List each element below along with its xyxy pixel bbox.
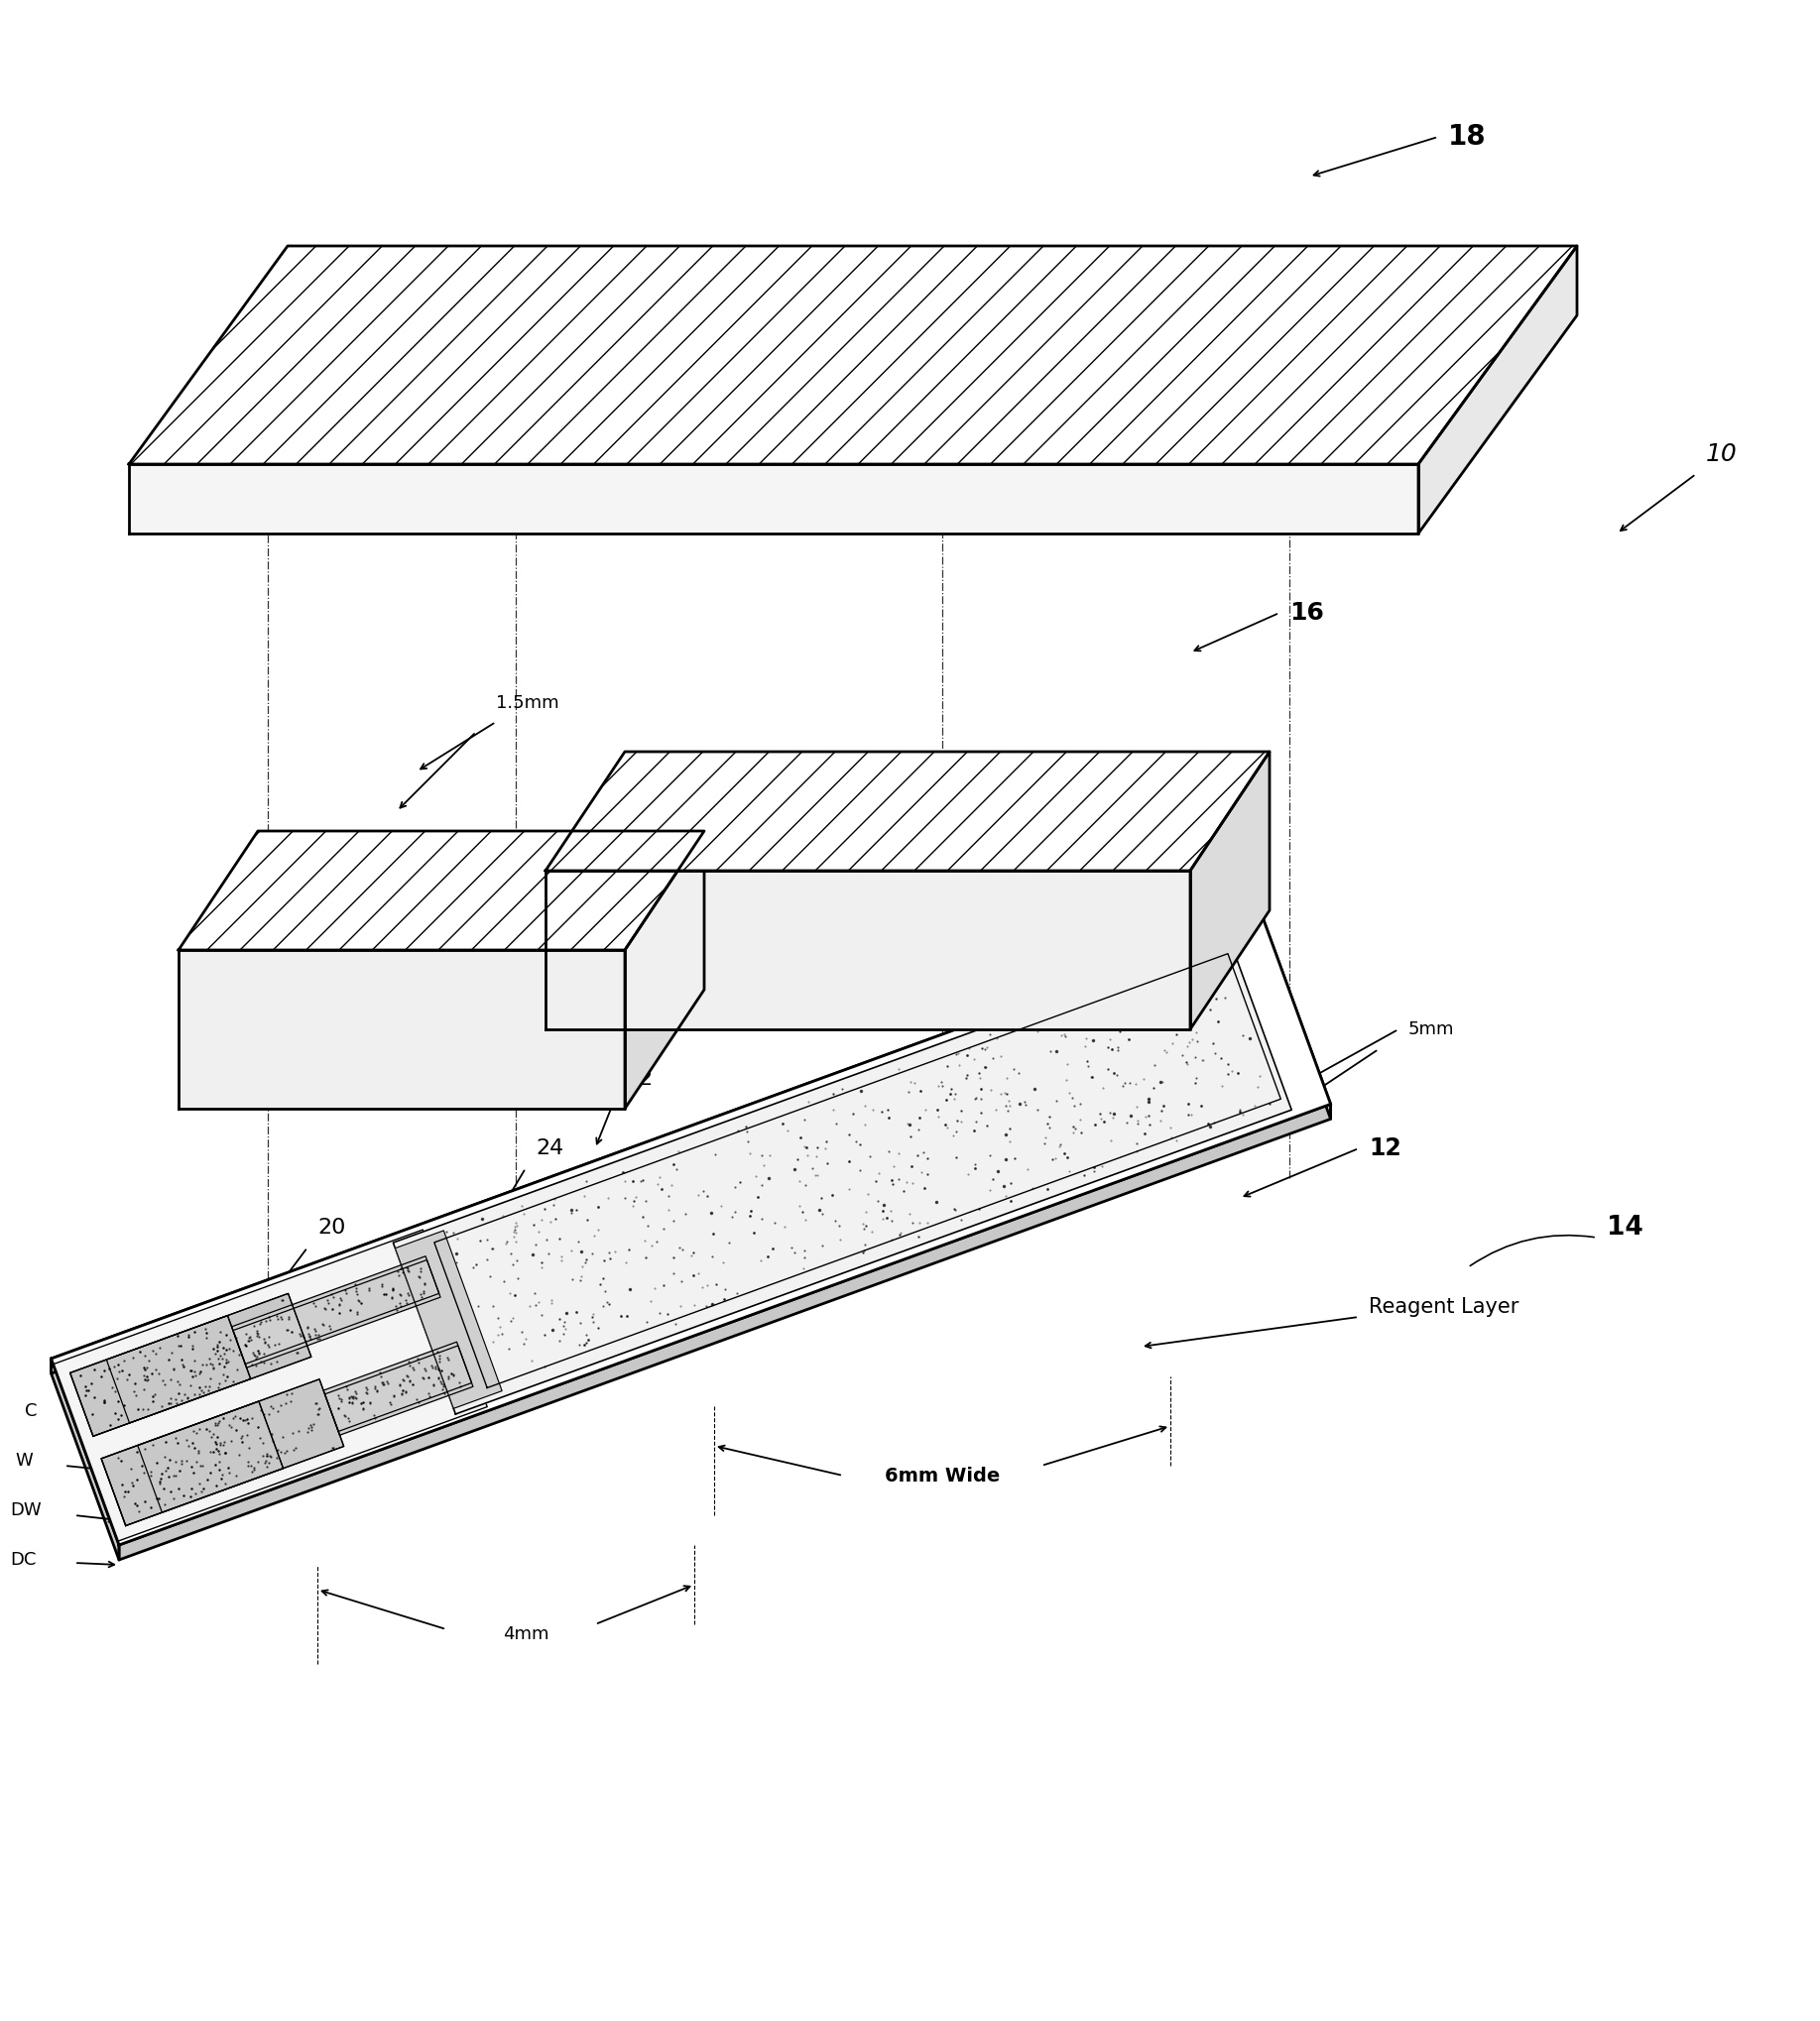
Polygon shape — [393, 938, 1292, 1415]
Polygon shape — [129, 465, 1418, 534]
Polygon shape — [546, 752, 1270, 871]
Text: 16: 16 — [228, 1000, 257, 1019]
Polygon shape — [106, 1293, 311, 1423]
Polygon shape — [1418, 247, 1576, 534]
Polygon shape — [102, 1401, 284, 1526]
Text: 1.5mm: 1.5mm — [495, 693, 559, 711]
Text: 4mm: 4mm — [502, 1625, 548, 1643]
Text: 26: 26 — [774, 901, 801, 920]
Polygon shape — [71, 1316, 251, 1437]
Text: Reagent Layer: Reagent Layer — [1369, 1297, 1520, 1318]
Text: 14: 14 — [1607, 1215, 1643, 1241]
Polygon shape — [51, 918, 1330, 1544]
Polygon shape — [118, 1103, 1330, 1560]
Polygon shape — [53, 1229, 488, 1542]
Polygon shape — [624, 831, 704, 1110]
Text: 12: 12 — [1369, 1136, 1401, 1160]
Text: W: W — [15, 1451, 33, 1469]
Polygon shape — [102, 1401, 284, 1526]
Text: 5mm: 5mm — [1409, 1021, 1454, 1039]
Text: 18: 18 — [1449, 123, 1487, 152]
Polygon shape — [71, 1293, 311, 1437]
Text: DC: DC — [9, 1550, 36, 1568]
Polygon shape — [102, 1378, 344, 1526]
Polygon shape — [233, 1259, 439, 1364]
Text: DW: DW — [9, 1502, 42, 1520]
Polygon shape — [129, 247, 1576, 465]
Text: 22: 22 — [624, 1069, 653, 1089]
Polygon shape — [324, 1346, 471, 1431]
Polygon shape — [1190, 752, 1270, 1029]
Polygon shape — [71, 1316, 251, 1437]
Polygon shape — [231, 1257, 440, 1368]
Text: 6mm Wide: 6mm Wide — [885, 1465, 999, 1485]
Polygon shape — [324, 1342, 473, 1435]
Text: 16: 16 — [1289, 600, 1323, 624]
Polygon shape — [138, 1378, 344, 1512]
Polygon shape — [1263, 918, 1330, 1120]
Polygon shape — [546, 871, 1190, 1029]
Polygon shape — [51, 1358, 118, 1560]
Polygon shape — [178, 950, 624, 1110]
Polygon shape — [51, 918, 1263, 1374]
Text: C: C — [25, 1403, 36, 1421]
Text: 10: 10 — [1705, 443, 1738, 467]
Polygon shape — [395, 1231, 502, 1409]
Polygon shape — [178, 831, 704, 950]
Text: 24: 24 — [535, 1138, 564, 1158]
Text: 20: 20 — [317, 1219, 346, 1237]
